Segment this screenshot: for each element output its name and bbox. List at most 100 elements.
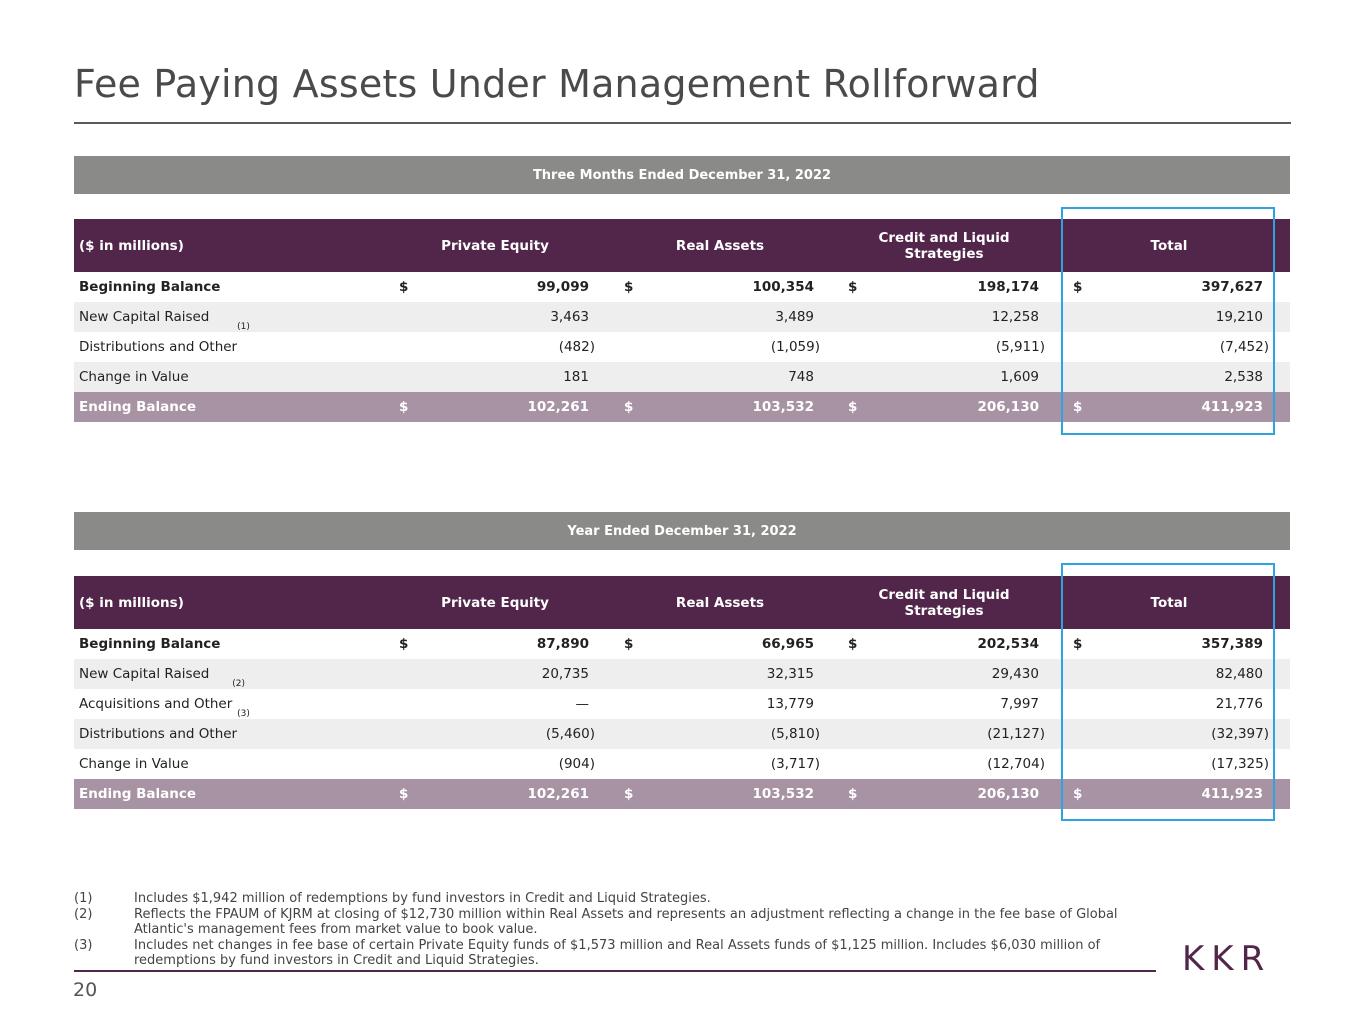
cell-total: 82,480	[1215, 666, 1263, 682]
table-row: Distributions and Other (1) (482) (1,059) (5…	[74, 323, 1290, 362]
cell-cls: 206,130	[977, 786, 1040, 802]
cell-cls: 12,258	[991, 309, 1039, 325]
cell-total: 397,627	[1201, 279, 1264, 295]
currency-symbol: $	[624, 636, 634, 652]
header-total: Total	[1150, 237, 1188, 254]
currency-symbol: $	[1073, 786, 1083, 802]
cell-cls: 1,609	[1000, 369, 1039, 385]
row-label: Beginning Balance	[79, 629, 220, 659]
period-header: Year Ended December 31, 2022	[74, 512, 1290, 550]
cell-pe: 3,463	[550, 309, 589, 325]
page-title: Fee Paying Assets Under Management Rollf…	[74, 62, 1040, 106]
footnote-text: Includes net changes in fee base of cert…	[134, 937, 1101, 969]
cell-pe: 102,261	[527, 399, 590, 415]
cell-pe: (5,460)	[545, 726, 595, 742]
cell-ra: (3,717)	[770, 756, 820, 772]
currency-symbol: $	[399, 636, 409, 652]
cell-ra: 100,354	[752, 279, 815, 295]
row-label-text: Ending Balance	[79, 786, 197, 802]
cell-ra: 748	[788, 369, 814, 385]
row-label: Change in Value	[79, 362, 189, 392]
kkr-logo: KKR	[1182, 939, 1272, 979]
cell-cls: 7,997	[1000, 696, 1039, 712]
currency-symbol: $	[1073, 636, 1083, 652]
row-label-text: New Capital Raised	[79, 309, 210, 325]
cell-ra: 103,532	[752, 399, 815, 415]
table-row: Beginning Balance $99,099 $100,354 $198,174…	[74, 272, 1290, 302]
table-header: ($ in millions) Private Equity Real Asse…	[74, 219, 1290, 272]
footnote: (3) Includes net changes in fee base of …	[74, 938, 1164, 969]
cell-ra: 13,779	[766, 696, 814, 712]
cell-pe: 181	[563, 369, 589, 385]
table-row: New Capital Raised 20,735 32,315 29,430 82,4…	[74, 659, 1290, 689]
currency-symbol: $	[399, 279, 409, 295]
cell-ra: (1,059)	[770, 339, 820, 355]
currency-symbol: $	[624, 279, 634, 295]
header-real-assets: Real Assets	[675, 237, 765, 254]
total-highlight-box	[1061, 563, 1275, 821]
footnote-number: (2)	[74, 906, 93, 922]
cell-cls: (5,911)	[995, 339, 1045, 355]
table-row: Beginning Balance $87,890 $66,965 $202,534 $…	[74, 629, 1290, 659]
cell-total: 21,776	[1215, 696, 1263, 712]
footnote-text: Reflects the FPAUM of KJRM at closing of…	[134, 906, 1118, 938]
cell-ra: (5,810)	[770, 726, 820, 742]
currency-symbol: $	[624, 399, 634, 415]
header-label: ($ in millions)	[79, 594, 184, 611]
currency-symbol: $	[399, 399, 409, 415]
row-label-text: Beginning Balance	[79, 636, 221, 652]
row-label: Ending Balance	[79, 392, 196, 422]
row-label-text: Change in Value	[79, 369, 189, 385]
row-label-text: Distributions and Other	[79, 726, 238, 742]
currency-symbol: $	[624, 786, 634, 802]
three-months-table: ($ in millions) Private Equity Real Asse…	[74, 219, 1290, 422]
cell-ra: 3,489	[775, 309, 814, 325]
three-months-section: Three Months Ended December 31, 2022 ($ …	[74, 156, 1290, 422]
footnote-ref: (1)	[237, 322, 250, 332]
footnotes: (1) Includes $1,942 million of redemptio…	[74, 891, 1164, 969]
cell-total: 411,923	[1201, 399, 1264, 415]
cell-total: 411,923	[1201, 786, 1264, 802]
row-label: Ending Balance	[79, 779, 196, 809]
row-label-text: New Capital Raised	[79, 666, 210, 682]
period-header: Three Months Ended December 31, 2022	[74, 156, 1290, 194]
header-credit-liquid: Credit and Liquid Strategies	[878, 586, 1010, 619]
row-label-text: Distributions and Other	[79, 339, 238, 355]
header-private-equity: Private Equity	[441, 594, 549, 611]
footnote: (2) Reflects the FPAUM of KJRM at closin…	[74, 907, 1164, 938]
row-label: Beginning Balance	[79, 272, 220, 302]
footnote-text: Includes $1,942 million of redemptions b…	[134, 891, 711, 906]
header-private-equity: Private Equity	[441, 237, 549, 254]
row-label: Distributions and Other (1)	[79, 323, 250, 362]
header-label: ($ in millions)	[79, 237, 184, 254]
table-row: Ending Balance $102,261 $103,532 $206,130 $4…	[74, 779, 1290, 809]
page-number: 20	[73, 979, 98, 1001]
cell-total: 357,389	[1201, 636, 1264, 652]
footnote-number: (3)	[74, 937, 93, 953]
currency-symbol: $	[1073, 399, 1083, 415]
table-row: Change in Value (904) (3,717) (12,704) (17,3…	[74, 749, 1290, 779]
cell-cls: 29,430	[991, 666, 1039, 682]
header-total: Total	[1150, 594, 1188, 611]
row-label-text: Ending Balance	[79, 399, 197, 415]
cell-total: (17,325)	[1211, 756, 1269, 772]
table-row: Change in Value 181 748 1,609 2,538	[74, 362, 1290, 392]
table-header: ($ in millions) Private Equity Real Asse…	[74, 576, 1290, 629]
cell-cls: 198,174	[977, 279, 1040, 295]
cell-total: (7,452)	[1219, 339, 1269, 355]
footer-divider	[74, 970, 1156, 972]
currency-symbol: $	[399, 786, 409, 802]
table-row: Distributions and Other (3) (5,460) (5,810)…	[74, 710, 1290, 749]
footnote-number: (1)	[74, 891, 93, 906]
footnote-ref: (2)	[232, 679, 246, 689]
cell-cls: (12,704)	[987, 756, 1045, 772]
cell-ra: 103,532	[752, 786, 815, 802]
cell-cls: 202,534	[977, 636, 1040, 652]
currency-symbol: $	[848, 786, 858, 802]
cell-pe: —	[575, 696, 590, 712]
footnote-ref: (3)	[237, 709, 250, 719]
row-label-text: Beginning Balance	[79, 279, 221, 295]
cell-pe: 20,735	[541, 666, 589, 682]
currency-symbol: $	[848, 636, 858, 652]
cell-ra: 66,965	[761, 636, 814, 652]
